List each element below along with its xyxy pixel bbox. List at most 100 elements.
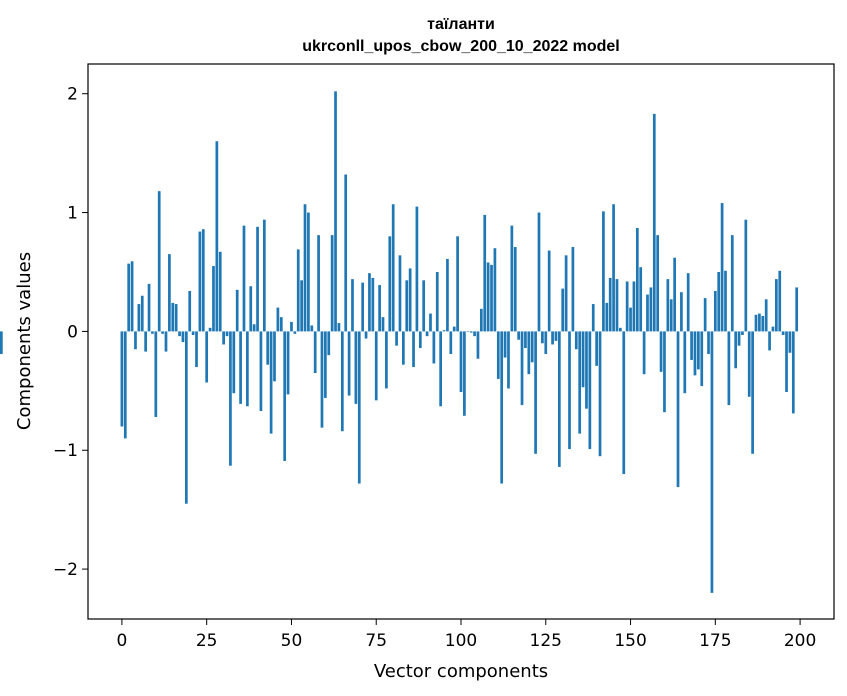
bar-component-76 — [378, 285, 381, 332]
bar-component-84 — [405, 280, 409, 332]
bar-component-79 — [388, 236, 392, 332]
bar-component-4 — [134, 331, 137, 350]
bar-component-75 — [374, 331, 378, 401]
bar-component-154 — [642, 331, 646, 375]
bar-component-137 — [585, 331, 588, 409]
bar-component-12 — [161, 331, 164, 334]
bar-component-144 — [608, 277, 612, 332]
bar-component-88 — [418, 331, 422, 349]
bar-component-43 — [266, 331, 270, 365]
bar-component-97 — [449, 331, 453, 354]
bar-component-62 — [330, 235, 334, 332]
bar-component-190 — [764, 299, 768, 332]
bar-component-52 — [296, 249, 300, 332]
bar-component-63 — [334, 91, 337, 332]
bar-component-26 — [208, 327, 212, 332]
bar-component-118 — [520, 331, 524, 406]
bar-component-150 — [629, 307, 632, 332]
bar-component-193 — [775, 279, 778, 332]
bar-component-186 — [751, 331, 754, 454]
bar-component-42 — [262, 219, 266, 332]
bar-component-47 — [279, 317, 283, 332]
bar-component-22 — [195, 331, 198, 368]
bar-component-129 — [557, 331, 561, 467]
bar-component-182 — [737, 331, 741, 346]
bar-component-94 — [439, 331, 443, 407]
bar-component-69 — [354, 331, 358, 404]
y-tick-label: −1 — [53, 441, 78, 461]
bar-component-162 — [669, 299, 673, 332]
bar-component-172 — [703, 298, 707, 332]
bar-component-158 — [656, 235, 660, 332]
bar-component-153 — [639, 267, 643, 332]
bar-component-19 — [184, 331, 188, 504]
bar-component-157 — [652, 113, 656, 332]
y-axis-ticks: 2 1 0 −1 −2 — [53, 85, 88, 580]
bar-component-130 — [561, 288, 565, 332]
bar-component-140 — [595, 331, 598, 366]
bar-component-165 — [680, 292, 683, 332]
bar-component-95 — [442, 330, 446, 332]
bar-component-41 — [259, 331, 263, 412]
bar-component-188 — [758, 313, 761, 332]
bar-component-195 — [781, 331, 785, 335]
bar-component-6 — [140, 295, 144, 332]
bar-component-59 — [320, 331, 324, 428]
bar-component-160 — [663, 331, 666, 413]
bar-component-181 — [734, 331, 738, 369]
bar-component-189 — [761, 315, 765, 332]
chart-title-line-2: ukrconll_upos_cbow_200_10_2022 model — [302, 38, 619, 55]
bar-component-2 — [127, 263, 131, 332]
bar-component-132 — [568, 331, 571, 450]
bar-component-163 — [673, 257, 676, 332]
bar-component-96 — [446, 258, 449, 332]
bar-component-92 — [432, 331, 436, 364]
bar-component-128 — [554, 331, 558, 341]
bar-component-74 — [371, 277, 375, 332]
bar-component-115 — [510, 225, 514, 332]
bar-component-122 — [534, 331, 537, 454]
bar-component-113 — [503, 331, 507, 358]
bar-component-67 — [347, 331, 351, 396]
bar-component-31 — [225, 331, 229, 337]
bar-component-32 — [229, 331, 232, 466]
bar-component-40 — [256, 226, 259, 332]
x-tick-label: 200 — [784, 631, 816, 651]
bar-component-72 — [364, 331, 368, 339]
bar-component-21 — [191, 331, 195, 335]
bar-component-161 — [666, 279, 670, 332]
bar-component-174 — [710, 331, 714, 593]
bar-component-105 — [476, 331, 480, 359]
bar-component-121 — [530, 331, 534, 363]
bar-component-54 — [303, 204, 307, 332]
bar-component-38 — [249, 286, 253, 332]
x-tick-label: 50 — [281, 631, 303, 651]
bar-component-93 — [435, 271, 439, 332]
bar-component-180 — [730, 235, 734, 332]
bar-component-1 — [123, 331, 127, 439]
bar-component-70 — [357, 331, 361, 484]
bar-component-53 — [300, 280, 303, 332]
bar-component-77 — [381, 317, 385, 332]
bar-component-90 — [425, 331, 429, 337]
bar-component-8 — [147, 283, 151, 332]
bar-component-78 — [385, 331, 388, 389]
bar-component-18 — [181, 331, 185, 343]
bar-component-45 — [273, 331, 276, 382]
bar-component-177 — [720, 203, 724, 332]
y-tick-label: 0 — [67, 322, 78, 342]
bar-component-112 — [500, 331, 504, 484]
x-tick-label: 0 — [116, 631, 127, 651]
bar-component-34 — [235, 289, 239, 332]
bar-component-16 — [174, 304, 178, 332]
bar-component-29 — [218, 251, 222, 332]
bar-component-135 — [578, 331, 582, 434]
y-tick-label: 1 — [67, 204, 78, 224]
bar-component-20 — [188, 290, 192, 332]
bar-component-35 — [239, 331, 242, 404]
bar-component-14 — [168, 254, 171, 332]
bar-component-159 — [659, 331, 663, 372]
bar-component-23 — [198, 231, 202, 332]
bar-component-64 — [337, 323, 341, 332]
bar-component-61 — [327, 331, 331, 356]
